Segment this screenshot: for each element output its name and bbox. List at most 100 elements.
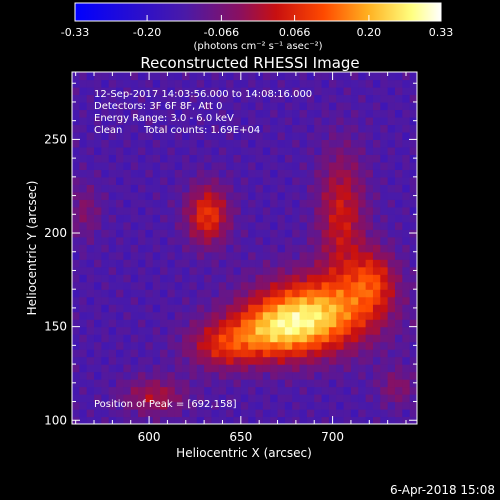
heatmap-cell <box>123 394 132 403</box>
heatmap-cell <box>233 199 242 208</box>
heatmap-cell <box>196 72 205 81</box>
heatmap-cell <box>306 206 315 215</box>
heatmap-cell <box>262 326 271 335</box>
heatmap-cell <box>262 72 271 81</box>
heatmap-cell <box>94 184 102 193</box>
heatmap-cell <box>262 199 271 208</box>
heatmap-cell <box>211 251 220 260</box>
heatmap-cell <box>314 251 323 260</box>
heatmap-cell <box>358 386 367 395</box>
heatmap-cell <box>72 274 80 283</box>
heatmap-cell <box>394 409 403 418</box>
heatmap-cell <box>123 229 132 238</box>
heatmap-cell <box>277 259 286 268</box>
heatmap-cell <box>189 131 198 140</box>
heatmap-cell <box>321 326 330 335</box>
heatmap-cell <box>402 94 411 103</box>
heatmap-cell <box>321 116 330 126</box>
heatmap-cell <box>123 356 132 365</box>
heatmap-cell <box>343 416 352 424</box>
heatmap-cell <box>328 274 337 283</box>
heatmap-cell <box>277 334 286 343</box>
heatmap-cell <box>79 116 88 126</box>
heatmap-cell <box>350 326 359 335</box>
heatmap-cell <box>123 124 132 133</box>
heatmap-cell <box>72 124 80 133</box>
heatmap-cell <box>336 296 345 305</box>
heatmap-cell <box>321 416 330 424</box>
heatmap-cell <box>372 206 381 215</box>
heatmap-cell <box>189 146 198 155</box>
heatmap-cell <box>350 86 359 96</box>
heatmap-cell <box>306 364 315 373</box>
heatmap-cell <box>167 131 176 140</box>
heatmap-cell <box>248 304 257 313</box>
heatmap-cell <box>350 409 359 418</box>
heatmap-cell <box>284 214 293 223</box>
heatmap-cell <box>262 229 271 238</box>
heatmap-cell <box>240 356 249 365</box>
heatmap-cell <box>94 274 102 283</box>
heatmap-cell <box>314 161 323 170</box>
heatmap-cell <box>101 364 110 373</box>
heatmap-cell <box>284 289 293 298</box>
heatmap-cell <box>336 86 345 96</box>
heatmap-cell <box>174 281 183 290</box>
heatmap-cell <box>365 296 374 305</box>
heatmap-cell <box>343 319 352 328</box>
heatmap-cell <box>299 364 308 373</box>
heatmap-cell <box>226 116 235 126</box>
heatmap-cell <box>387 221 396 230</box>
heatmap-cell <box>226 146 235 155</box>
heatmap-cell <box>211 101 220 111</box>
heatmap-cell <box>299 86 308 96</box>
heatmap-cell <box>409 94 417 103</box>
heatmap-cell <box>248 259 257 268</box>
heatmap-cell <box>116 229 124 238</box>
heatmap-cell <box>108 311 117 320</box>
heatmap-cell <box>226 251 235 260</box>
heatmap-cell <box>336 349 345 358</box>
heatmap-cell <box>218 161 227 170</box>
heatmap-cell <box>292 386 301 395</box>
heatmap-cell <box>262 341 271 350</box>
heatmap-cell <box>130 131 139 140</box>
heatmap-cell <box>233 101 242 111</box>
heatmap-cell <box>262 236 271 245</box>
heatmap-cell <box>343 221 352 230</box>
heatmap-cell <box>387 274 396 283</box>
heatmap-cell <box>204 116 213 126</box>
heatmap-cell <box>372 214 381 223</box>
heatmap-cell <box>218 349 227 358</box>
heatmap-cell <box>189 79 198 88</box>
heatmap-cell <box>167 86 176 96</box>
heatmap-cell <box>328 304 337 313</box>
heatmap-cell <box>218 116 227 126</box>
heatmap-cell <box>402 259 411 268</box>
heatmap-cell <box>108 229 117 238</box>
heatmap-cell <box>196 296 205 305</box>
heatmap-cell <box>167 356 176 365</box>
heatmap-cell <box>358 176 367 185</box>
heatmap-cell <box>160 364 169 373</box>
heatmap-cell <box>138 154 146 163</box>
heatmap-cell <box>336 356 345 365</box>
heatmap-cell <box>394 109 403 118</box>
heatmap-cell <box>233 364 242 373</box>
heatmap-cell <box>211 236 220 245</box>
heatmap-cell <box>218 139 227 148</box>
heatmap-cell <box>145 116 154 126</box>
heatmap-cell <box>160 191 169 200</box>
heatmap-cell <box>358 169 367 178</box>
heatmap-cell <box>226 94 235 103</box>
heatmap-cell <box>394 311 403 320</box>
heatmap-cell <box>116 281 124 290</box>
heatmap-cell <box>350 259 359 268</box>
heatmap-cell <box>255 131 264 140</box>
heatmap-cell <box>372 259 381 268</box>
heatmap-cell <box>336 139 345 148</box>
heatmap-cell <box>350 356 359 365</box>
heatmap-cell <box>182 244 191 253</box>
heatmap-cell <box>387 356 396 365</box>
heatmap-cell <box>255 266 264 275</box>
